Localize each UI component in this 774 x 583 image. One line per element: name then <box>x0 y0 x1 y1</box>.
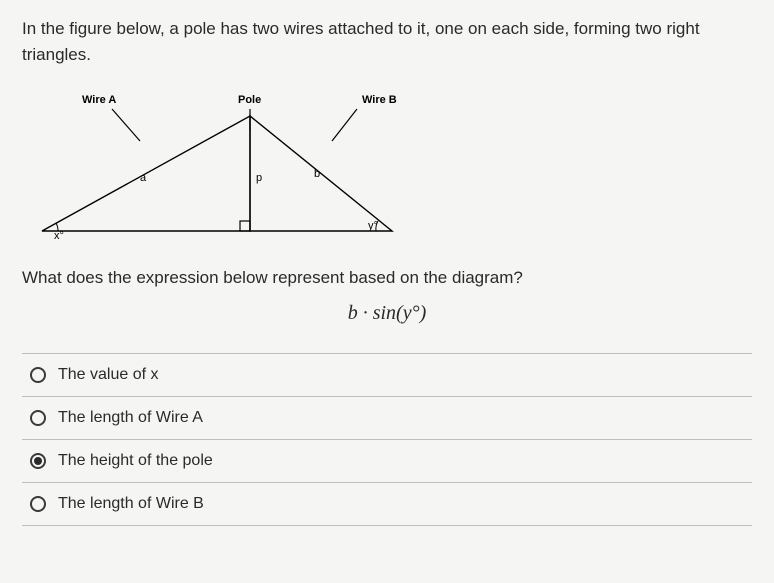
label-wire-b: Wire B <box>362 94 397 106</box>
expression: b · sin(y°) <box>22 302 752 325</box>
figure-container: Wire A Pole Wire B a p b x° y° <box>22 81 752 256</box>
option-label: The value of x <box>58 366 159 384</box>
question-text: What does the expression below represent… <box>22 268 752 288</box>
option-label: The length of Wire A <box>58 409 203 427</box>
options-list: The value of x The length of Wire A The he… <box>22 353 752 526</box>
label-x: x° <box>54 230 64 242</box>
problem-prompt: In the figure below, a pole has two wire… <box>22 16 752 67</box>
radio-button[interactable] <box>30 410 46 426</box>
option-row[interactable]: The value of x <box>22 353 752 396</box>
option-label: The length of Wire B <box>58 495 204 513</box>
label-p: p <box>256 172 262 184</box>
option-row[interactable]: The length of Wire A <box>22 396 752 439</box>
option-row[interactable]: The height of the pole <box>22 439 752 482</box>
option-row[interactable]: The length of Wire B <box>22 482 752 526</box>
triangle-figure: Wire A Pole Wire B a p b x° y° <box>22 81 462 251</box>
radio-button[interactable] <box>30 496 46 512</box>
option-label: The height of the pole <box>58 452 213 470</box>
label-b: b <box>314 168 320 180</box>
radio-button[interactable] <box>30 453 46 469</box>
label-pole: Pole <box>238 94 261 106</box>
radio-button[interactable] <box>30 367 46 383</box>
label-y: y° <box>368 220 378 232</box>
label-wire-a: Wire A <box>82 94 116 106</box>
label-a: a <box>140 172 147 184</box>
